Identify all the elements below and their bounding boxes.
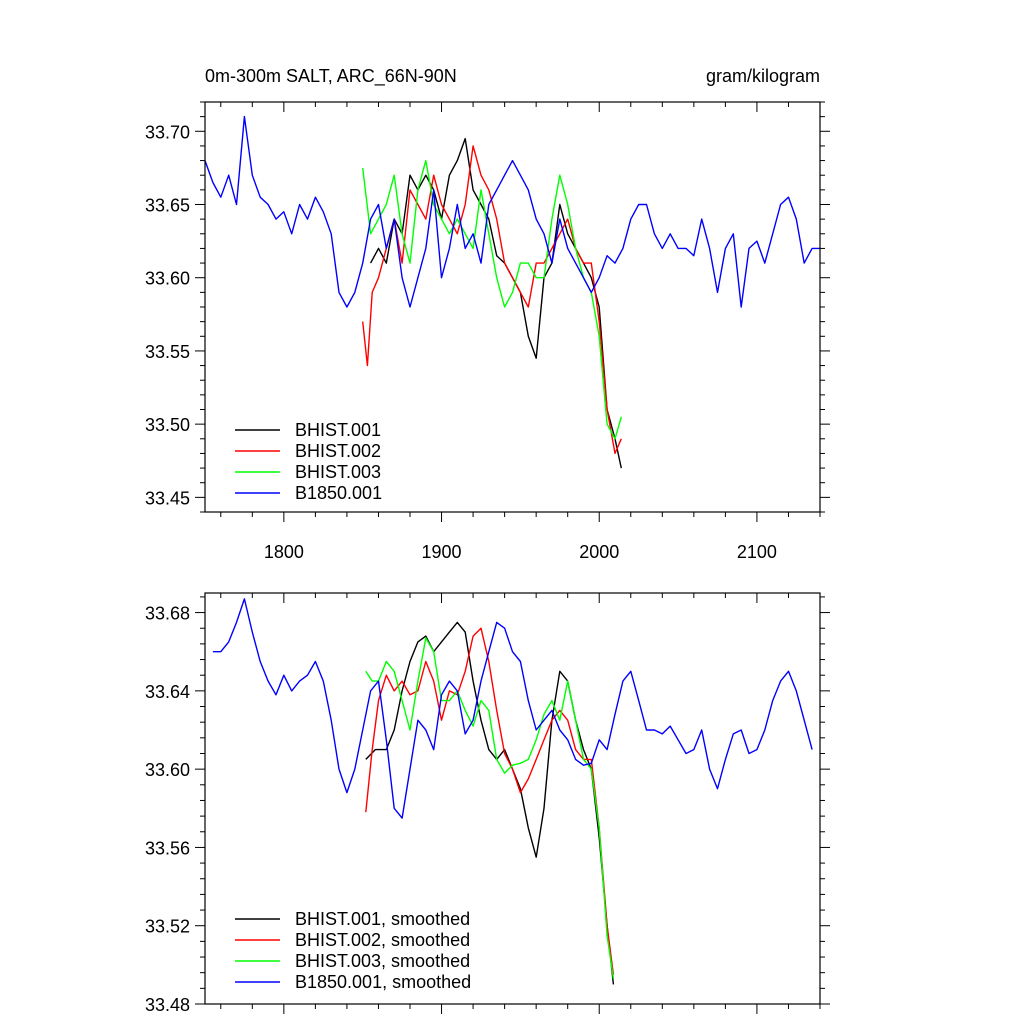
bottom-series-line-3	[365, 637, 615, 979]
y-tick-label: 33.60	[145, 269, 190, 289]
bottom-series-line-2	[365, 627, 615, 975]
y-tick-label: 33.70	[145, 122, 190, 142]
y-tick-label: 33.48	[145, 995, 190, 1015]
bottom-panel-series	[212, 598, 813, 985]
x-tick-label: 2100	[737, 542, 777, 562]
x-tick-label: 1800	[264, 542, 304, 562]
top-series-line-4	[204, 115, 820, 308]
top-series-line-2	[362, 145, 622, 455]
x-tick-label: 2000	[579, 542, 619, 562]
y-tick-label: 33.52	[145, 917, 190, 937]
bottom-panel-ticks: 33.48 33.52 33.56 33.60 33.64 33.68	[145, 593, 830, 1015]
top-legend-label-2: BHIST.002	[295, 441, 381, 461]
top-panel-frame	[204, 101, 821, 513]
top-legend-label-4: B1850.001	[295, 483, 382, 503]
top-panel-title-left: 0m-300m SALT, ARC_66N-90N	[205, 66, 457, 87]
top-legend-label-1: BHIST.001	[295, 420, 381, 440]
top-panel-title-right: gram/kilogram	[706, 66, 820, 86]
bottom-legend-label-2: BHIST.002, smoothed	[295, 930, 470, 950]
bottom-panel: 33.48 33.52 33.56 33.60 33.64 33.68 BHIST.001…	[145, 592, 830, 1015]
top-legend-label-3: BHIST.003	[295, 462, 381, 482]
top-panel-ticks: 1800 1900 2000 2100 33.45 33.50 33.55 33.60 33.6…	[145, 101, 830, 562]
bottom-legend-label-3: BHIST.003, smoothed	[295, 951, 470, 971]
y-tick-label: 33.45	[145, 488, 190, 508]
top-series-line-3	[362, 159, 622, 440]
y-tick-label: 33.65	[145, 196, 190, 216]
y-tick-label: 33.68	[145, 604, 190, 624]
bottom-series-line-4	[212, 598, 813, 819]
y-tick-label: 33.55	[145, 342, 190, 362]
y-tick-label: 33.50	[145, 415, 190, 435]
y-tick-label: 33.60	[145, 760, 190, 780]
x-tick-label: 1900	[422, 542, 462, 562]
y-tick-label: 33.64	[145, 682, 190, 702]
bottom-legend-label-4: B1850.001, smoothed	[295, 972, 471, 992]
y-tick-label: 33.56	[145, 838, 190, 858]
bottom-panel-frame	[204, 592, 821, 1005]
bottom-legend-label-1: BHIST.001, smoothed	[295, 909, 470, 929]
top-series-line-1	[369, 137, 622, 469]
top-panel-series	[204, 115, 820, 469]
top-panel: 0m-300m SALT, ARC_66N-90N gram/kilogram …	[145, 66, 830, 562]
